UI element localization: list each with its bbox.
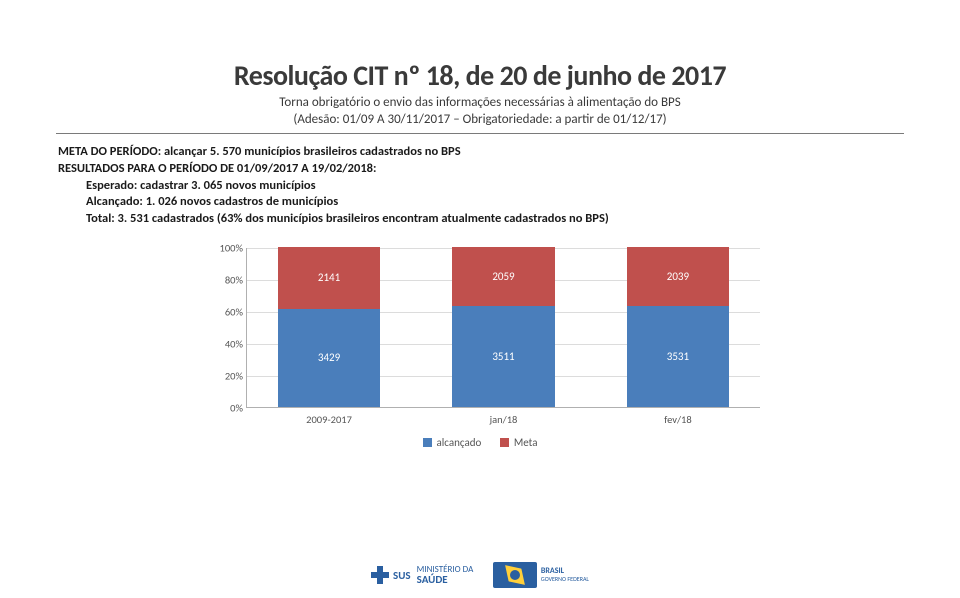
plot-area: 0%20%40%60%80%100%214134292009-201720593…: [246, 248, 760, 408]
esperado-label: Esperado:: [86, 178, 137, 193]
esperado-text: cadastrar 3. 065 novos municípios: [137, 178, 315, 193]
legend-swatch-alcancado: [423, 438, 432, 447]
subtitle-line2: (Adesão: 01/09 A 30/11/2017 – Obrigatori…: [293, 112, 666, 127]
y-tick-label: 40%: [205, 338, 243, 351]
bar-segment-meta: 2039: [627, 247, 730, 306]
bar-segment-alcancado: 3429: [278, 309, 381, 407]
legend-label-meta: Meta: [514, 436, 538, 449]
sus-label: SUS: [393, 569, 411, 582]
meta-text: alcançar 5. 570 municípios brasileiros c…: [161, 144, 460, 159]
divider: [56, 133, 904, 134]
x-tick-label: 2009-2017: [278, 407, 381, 426]
subtitle-line1: Torna obrigatório o envio das informaçõe…: [279, 95, 680, 110]
bar: 21413429: [278, 247, 381, 407]
bar-segment-meta: 2059: [452, 247, 555, 306]
body-text: META DO PERÍODO: alcançar 5. 570 municíp…: [58, 144, 902, 228]
ministerio-line2: SAÚDE: [417, 573, 448, 586]
legend: alcançado Meta: [200, 436, 760, 450]
bar: 20393531: [627, 247, 730, 407]
y-tick-label: 80%: [205, 274, 243, 287]
brasil-logo: BRASIL GOVERNO FEDERAL: [493, 562, 589, 588]
bar-segment-alcancado: 3511: [452, 306, 555, 407]
bar: 20593511: [452, 247, 555, 407]
ministerio-text: MINISTÉRIO DA SAÚDE: [417, 565, 474, 585]
footer-logos: SUS MINISTÉRIO DA SAÚDE BRASIL GOVERNO F…: [0, 562, 960, 588]
meta-label: META DO PERÍODO:: [58, 144, 161, 159]
page-title: Resolução CIT nº 18, de 20 de junho de 2…: [0, 58, 960, 93]
legend-swatch-meta: [500, 438, 509, 447]
alcancado-text: 1. 026 novos cadastros de municípios: [143, 194, 338, 209]
x-tick-label: jan/18: [452, 407, 555, 426]
bar-segment-meta: 2141: [278, 247, 381, 309]
alcancado-label: Alcançado:: [86, 194, 143, 209]
chart: 0%20%40%60%80%100%214134292009-201720593…: [200, 248, 760, 450]
legend-item-meta: Meta: [500, 436, 538, 449]
brasil-line2: GOVERNO FEDERAL: [541, 575, 589, 583]
total-label: Total:: [86, 211, 115, 226]
total-text: 3. 531 cadastrados (63% dos municípios b…: [115, 211, 609, 226]
resultados-label: RESULTADOS PARA O PERÍODO DE 01/09/2017 …: [58, 161, 902, 178]
legend-label-alcancado: alcançado: [437, 436, 482, 449]
y-tick-label: 60%: [205, 306, 243, 319]
legend-item-alcancado: alcançado: [423, 436, 482, 449]
x-tick-label: fev/18: [627, 407, 730, 426]
y-tick-label: 100%: [205, 242, 243, 255]
brasil-text: BRASIL GOVERNO FEDERAL: [541, 567, 589, 583]
cross-icon: [371, 566, 389, 584]
bar-segment-alcancado: 3531: [627, 306, 730, 407]
sus-logo: SUS MINISTÉRIO DA SAÚDE: [371, 565, 473, 585]
y-tick-label: 0%: [205, 402, 243, 415]
sus-text: SUS: [393, 570, 411, 581]
subtitle: Torna obrigatório o envio das informaçõe…: [0, 95, 960, 129]
y-tick-label: 20%: [205, 370, 243, 383]
flag-icon: [493, 562, 537, 588]
